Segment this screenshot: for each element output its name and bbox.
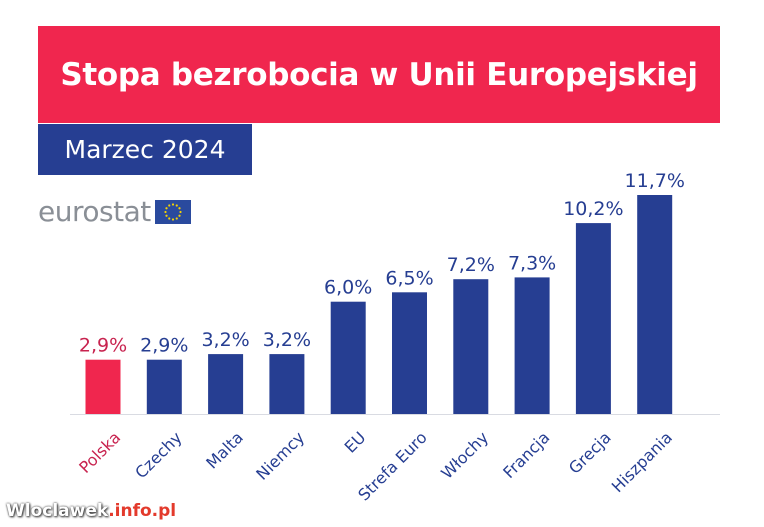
chart-subtitle: Marzec 2024: [64, 135, 226, 164]
bar-malta: [208, 354, 244, 414]
category-label: Polska: [75, 428, 124, 477]
value-label: 3,2%: [201, 329, 249, 351]
bar-francja: [514, 277, 550, 414]
chart-title: Stopa bezrobocia w Unii Europejskiej: [60, 56, 698, 93]
logo-text: eurostat: [38, 195, 151, 228]
eu-flag-icon: [154, 200, 191, 224]
bar-grecja: [575, 223, 611, 414]
bar-włochy: [453, 279, 489, 414]
value-label: 2,9%: [140, 335, 188, 357]
watermark-accent: .info.pl: [108, 501, 177, 521]
value-label: 11,7%: [625, 170, 685, 192]
value-label: 6,5%: [385, 267, 433, 289]
category-label: Niemcy: [252, 428, 308, 484]
bar-strefa-euro: [392, 292, 427, 414]
value-label: 2,9%: [79, 335, 127, 357]
bar-eu: [330, 301, 366, 414]
category-label: Francja: [499, 428, 553, 482]
watermark-main: Wloclawek: [6, 501, 109, 521]
eurostat-logo: eurostat: [38, 192, 191, 232]
bar-niemcy: [269, 354, 305, 414]
category-label: Włochy: [437, 428, 492, 483]
watermark: Wloclawek.info.pl: [6, 498, 176, 524]
bar-hiszpania: [637, 195, 673, 414]
title-banner: Stopa bezrobocia w Unii Europejskiej: [38, 26, 720, 123]
category-label: EU: [341, 428, 370, 457]
category-label: Czechy: [131, 428, 185, 482]
value-label: 10,2%: [563, 198, 623, 220]
bar-polska: [85, 359, 121, 414]
subtitle-banner: Marzec 2024: [38, 124, 252, 175]
value-label: 7,3%: [508, 252, 556, 274]
category-label: Grecja: [565, 428, 615, 478]
value-label: 3,2%: [263, 329, 311, 351]
bar-czechy: [146, 359, 182, 414]
value-label: 6,0%: [324, 277, 372, 299]
category-label: Hiszpania: [608, 428, 676, 496]
value-label: 7,2%: [447, 254, 495, 276]
category-label: Malta: [202, 428, 247, 473]
